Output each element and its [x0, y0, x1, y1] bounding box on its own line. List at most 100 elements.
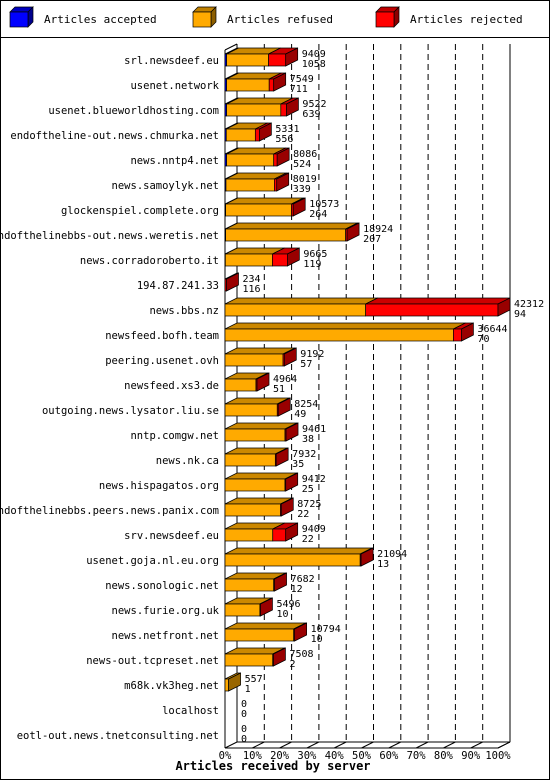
category-label: m68k.vk3heg.net: [124, 680, 219, 692]
bar-row: [225, 123, 271, 141]
bar-refused: [225, 529, 273, 541]
chart-title: Articles received by server: [175, 759, 370, 773]
bar-refused: [225, 479, 285, 491]
category-label: localhost: [162, 705, 219, 717]
value-label-rejected: 57: [300, 359, 312, 370]
x-tick-label: 60%: [379, 750, 399, 762]
bar-rejected: [273, 529, 286, 541]
bar-row: [225, 448, 288, 466]
bar-rejected: [453, 329, 461, 341]
bar-refused: [227, 104, 281, 116]
value-label-rejected: 0: [241, 709, 247, 720]
bar-refused: [225, 579, 274, 591]
bar-refused: [227, 79, 270, 91]
category-label: endofthelinebbs.peers.news.panix.com: [0, 505, 219, 517]
bar-row: [225, 73, 286, 91]
bar-refused: [225, 654, 273, 666]
value-label-rejected: 22: [302, 534, 314, 545]
bar-rejected: [366, 304, 498, 316]
bar-refused: [225, 304, 366, 316]
bar-rejected: [272, 254, 287, 266]
category-label: news.samoylyk.net: [112, 180, 219, 192]
legend-label: Articles rejected: [410, 13, 523, 26]
bar-row: [225, 573, 287, 591]
bar-refused: [226, 179, 274, 191]
bar-row: [225, 348, 296, 366]
bar-refused: [225, 379, 256, 391]
category-label: usenet.goja.nl.eu.org: [86, 555, 219, 567]
bar-refused: [225, 554, 360, 566]
bar-row: [225, 148, 289, 166]
bar-rejected: [281, 104, 287, 116]
x-tick-label: 80%: [434, 750, 454, 762]
bar-refused: [227, 154, 274, 166]
bar-row: [225, 623, 307, 641]
bar-refused-top: [225, 548, 372, 554]
value-label-rejected: 10: [276, 609, 288, 620]
value-label-rejected: 51: [273, 384, 285, 395]
bar-refused: [225, 404, 277, 416]
bar-rejected-top: [366, 298, 510, 304]
value-label-rejected: 1058: [302, 59, 326, 70]
bar-rejected: [269, 79, 274, 91]
value-label-rejected: 119: [303, 259, 321, 270]
bar-rejected: [274, 179, 276, 191]
legend-label: Articles refused: [227, 13, 333, 26]
bar-refused: [225, 329, 453, 341]
category-label: glockenspiel.complete.org: [61, 205, 219, 217]
bar-row: [225, 173, 289, 191]
value-label-rejected: 22: [297, 509, 309, 520]
value-label-rejected: 13: [377, 559, 389, 570]
bar-refused: [226, 204, 292, 216]
value-label-rejected: 339: [293, 184, 311, 195]
value-label-rejected: 10: [311, 634, 323, 645]
x-tick-label: 90%: [461, 750, 481, 762]
bar-refused: [226, 229, 346, 241]
bar-rejected: [269, 54, 286, 66]
value-label-rejected: 12: [291, 584, 303, 595]
value-label-rejected: 524: [293, 159, 311, 170]
bar-refused-top: [225, 298, 378, 304]
value-label-rejected: 639: [302, 109, 320, 120]
category-label: 194.87.241.33: [137, 280, 219, 292]
bar-row: [225, 298, 510, 316]
category-label: peering.usenet.ovh: [105, 355, 219, 367]
bar-refused-top: [225, 323, 465, 329]
value-label-rejected: 35: [292, 459, 304, 470]
bar-row: [225, 98, 298, 116]
bar-row: [225, 473, 298, 491]
value-label-rejected: 207: [363, 234, 381, 245]
category-label: news.bbs.nz: [149, 305, 219, 317]
bar-row: [225, 398, 290, 416]
bar-refused: [225, 679, 229, 691]
category-label: usenet.blueworldhosting.com: [48, 105, 219, 117]
legend-swatch: [193, 12, 211, 27]
bar-row: [225, 648, 285, 666]
bar-refused-top: [226, 198, 304, 204]
value-label-rejected: 1: [245, 684, 251, 695]
bar-row: [225, 198, 305, 216]
category-label: eotl-out.news.tnetconsulting.net: [17, 730, 219, 742]
bar-refused-top: [226, 223, 358, 229]
category-label: news.sonologic.net: [105, 580, 219, 592]
bar-refused: [225, 504, 280, 516]
category-label: news.furie.org.uk: [112, 605, 220, 617]
value-label-rejected: 2: [289, 659, 295, 670]
x-tick-label: 100%: [485, 750, 511, 762]
category-label: srl.newsdeef.eu: [124, 55, 219, 67]
category-label: srv.newsdeef.eu: [124, 530, 219, 542]
value-label-rejected: 94: [514, 309, 526, 320]
bar-refused: [225, 254, 272, 266]
category-label: usenet.network: [130, 80, 219, 92]
category-label: endofthelinebbs-out.news.weretis.net: [0, 230, 219, 242]
bar-row: [225, 498, 293, 516]
bar-row: [225, 373, 269, 391]
bar-refused: [226, 129, 255, 141]
bar-refused: [225, 354, 283, 366]
value-label-rejected: 116: [243, 284, 261, 295]
x-tick-label: 70%: [407, 750, 427, 762]
legend-swatch: [10, 12, 28, 27]
category-label: news.hispagatos.org: [99, 480, 219, 492]
